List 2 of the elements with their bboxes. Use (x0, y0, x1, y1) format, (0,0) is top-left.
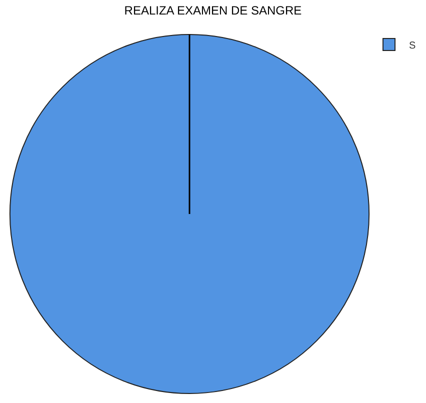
chart-title: REALIZA EXAMEN DE SANGRE (124, 3, 302, 18)
legend-label: S (409, 40, 416, 52)
